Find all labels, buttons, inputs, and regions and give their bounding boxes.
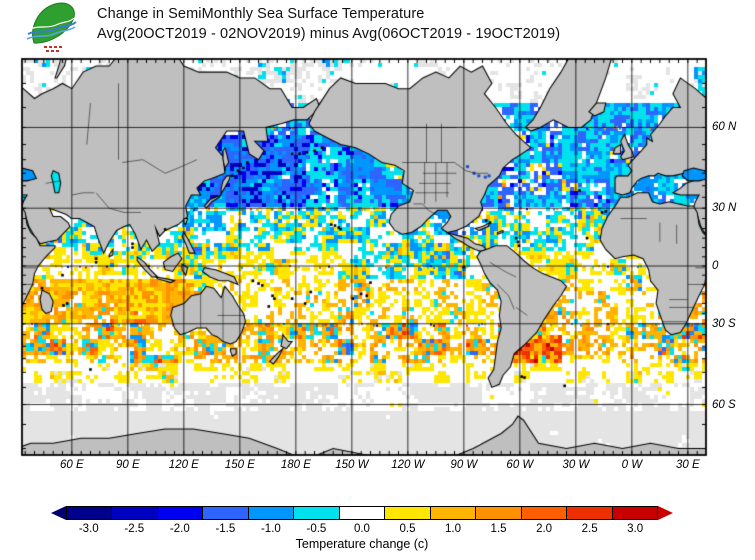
colorbar-tick-label: -2.5 [124, 523, 145, 535]
colorbar-segment [520, 506, 568, 520]
lon-axis-label: 0 W [621, 459, 643, 471]
lon-axis-label: 60 E [59, 459, 84, 471]
colorbar-tick-label: 0.0 [353, 523, 370, 535]
colorbar-tick-label: -0.5 [306, 523, 327, 535]
colorbar-tick-label: 0.5 [399, 523, 416, 535]
lon-axis-label: 150 W [335, 459, 369, 471]
colorbar-left-arrow [51, 506, 66, 520]
colorbar-right-arrow [658, 506, 673, 520]
colorbar-segment [202, 506, 249, 520]
lon-axis-label: 150 E [224, 459, 255, 471]
colorbar-tick-label: 1.0 [445, 523, 462, 535]
lon-axis-label: 30 W [562, 459, 590, 471]
colorbar-tick-label: -2.0 [169, 523, 190, 535]
lat-axis-label: 60 N [712, 121, 737, 134]
colorbar-segment [156, 506, 204, 520]
colorbar-tick-label: -3.0 [78, 523, 99, 535]
colorbar-segments [66, 506, 659, 520]
colorbar-tick-label: 2.0 [536, 523, 553, 535]
lat-axis-label: 60 S [712, 398, 736, 411]
colorbar-segment [66, 506, 113, 520]
colorbar-caption: Temperature change (c) [295, 537, 429, 551]
lon-axis-label: 90 E [115, 459, 140, 471]
colorbar-tick-labels: -3.0 -2.5 -2.0 -1.5 -1.0 -0.5 0.0 0.5 1.0 1.5 2.0 2… [66, 523, 658, 535]
lat-axis-label: 30 S [712, 317, 736, 330]
colorbar-tick-label: 3.0 [627, 523, 644, 535]
world-sst-map [0, 0, 755, 490]
lat-axis-label: 0 [712, 260, 719, 272]
colorbar-segment [293, 506, 340, 520]
colorbar-segment [475, 506, 522, 520]
lon-axis-label: 90 W [450, 459, 478, 471]
lat-axis-label: 30 N [712, 202, 737, 215]
lon-axis-label: 120 W [391, 459, 425, 471]
colorbar-segment [429, 506, 477, 520]
colorbar-tick-label: 1.5 [490, 523, 507, 535]
lon-axis-label: 30 E [676, 459, 700, 471]
lon-axis-label: 120 E [168, 459, 199, 471]
colorbar-segment [338, 506, 386, 520]
colorbar-segment [384, 506, 431, 520]
colorbar-segment [247, 506, 295, 520]
colorbar-segment [566, 506, 613, 520]
colorbar-segment [611, 506, 659, 520]
colorbar-tick-label: -1.0 [260, 523, 281, 535]
colorbar-tick-label: 2.5 [581, 523, 598, 535]
colorbar-segment [111, 506, 158, 520]
lon-axis-label: 60 W [506, 459, 534, 471]
colorbar-tick-label: -1.5 [215, 523, 236, 535]
lon-axis-label: 180 E [280, 459, 311, 471]
